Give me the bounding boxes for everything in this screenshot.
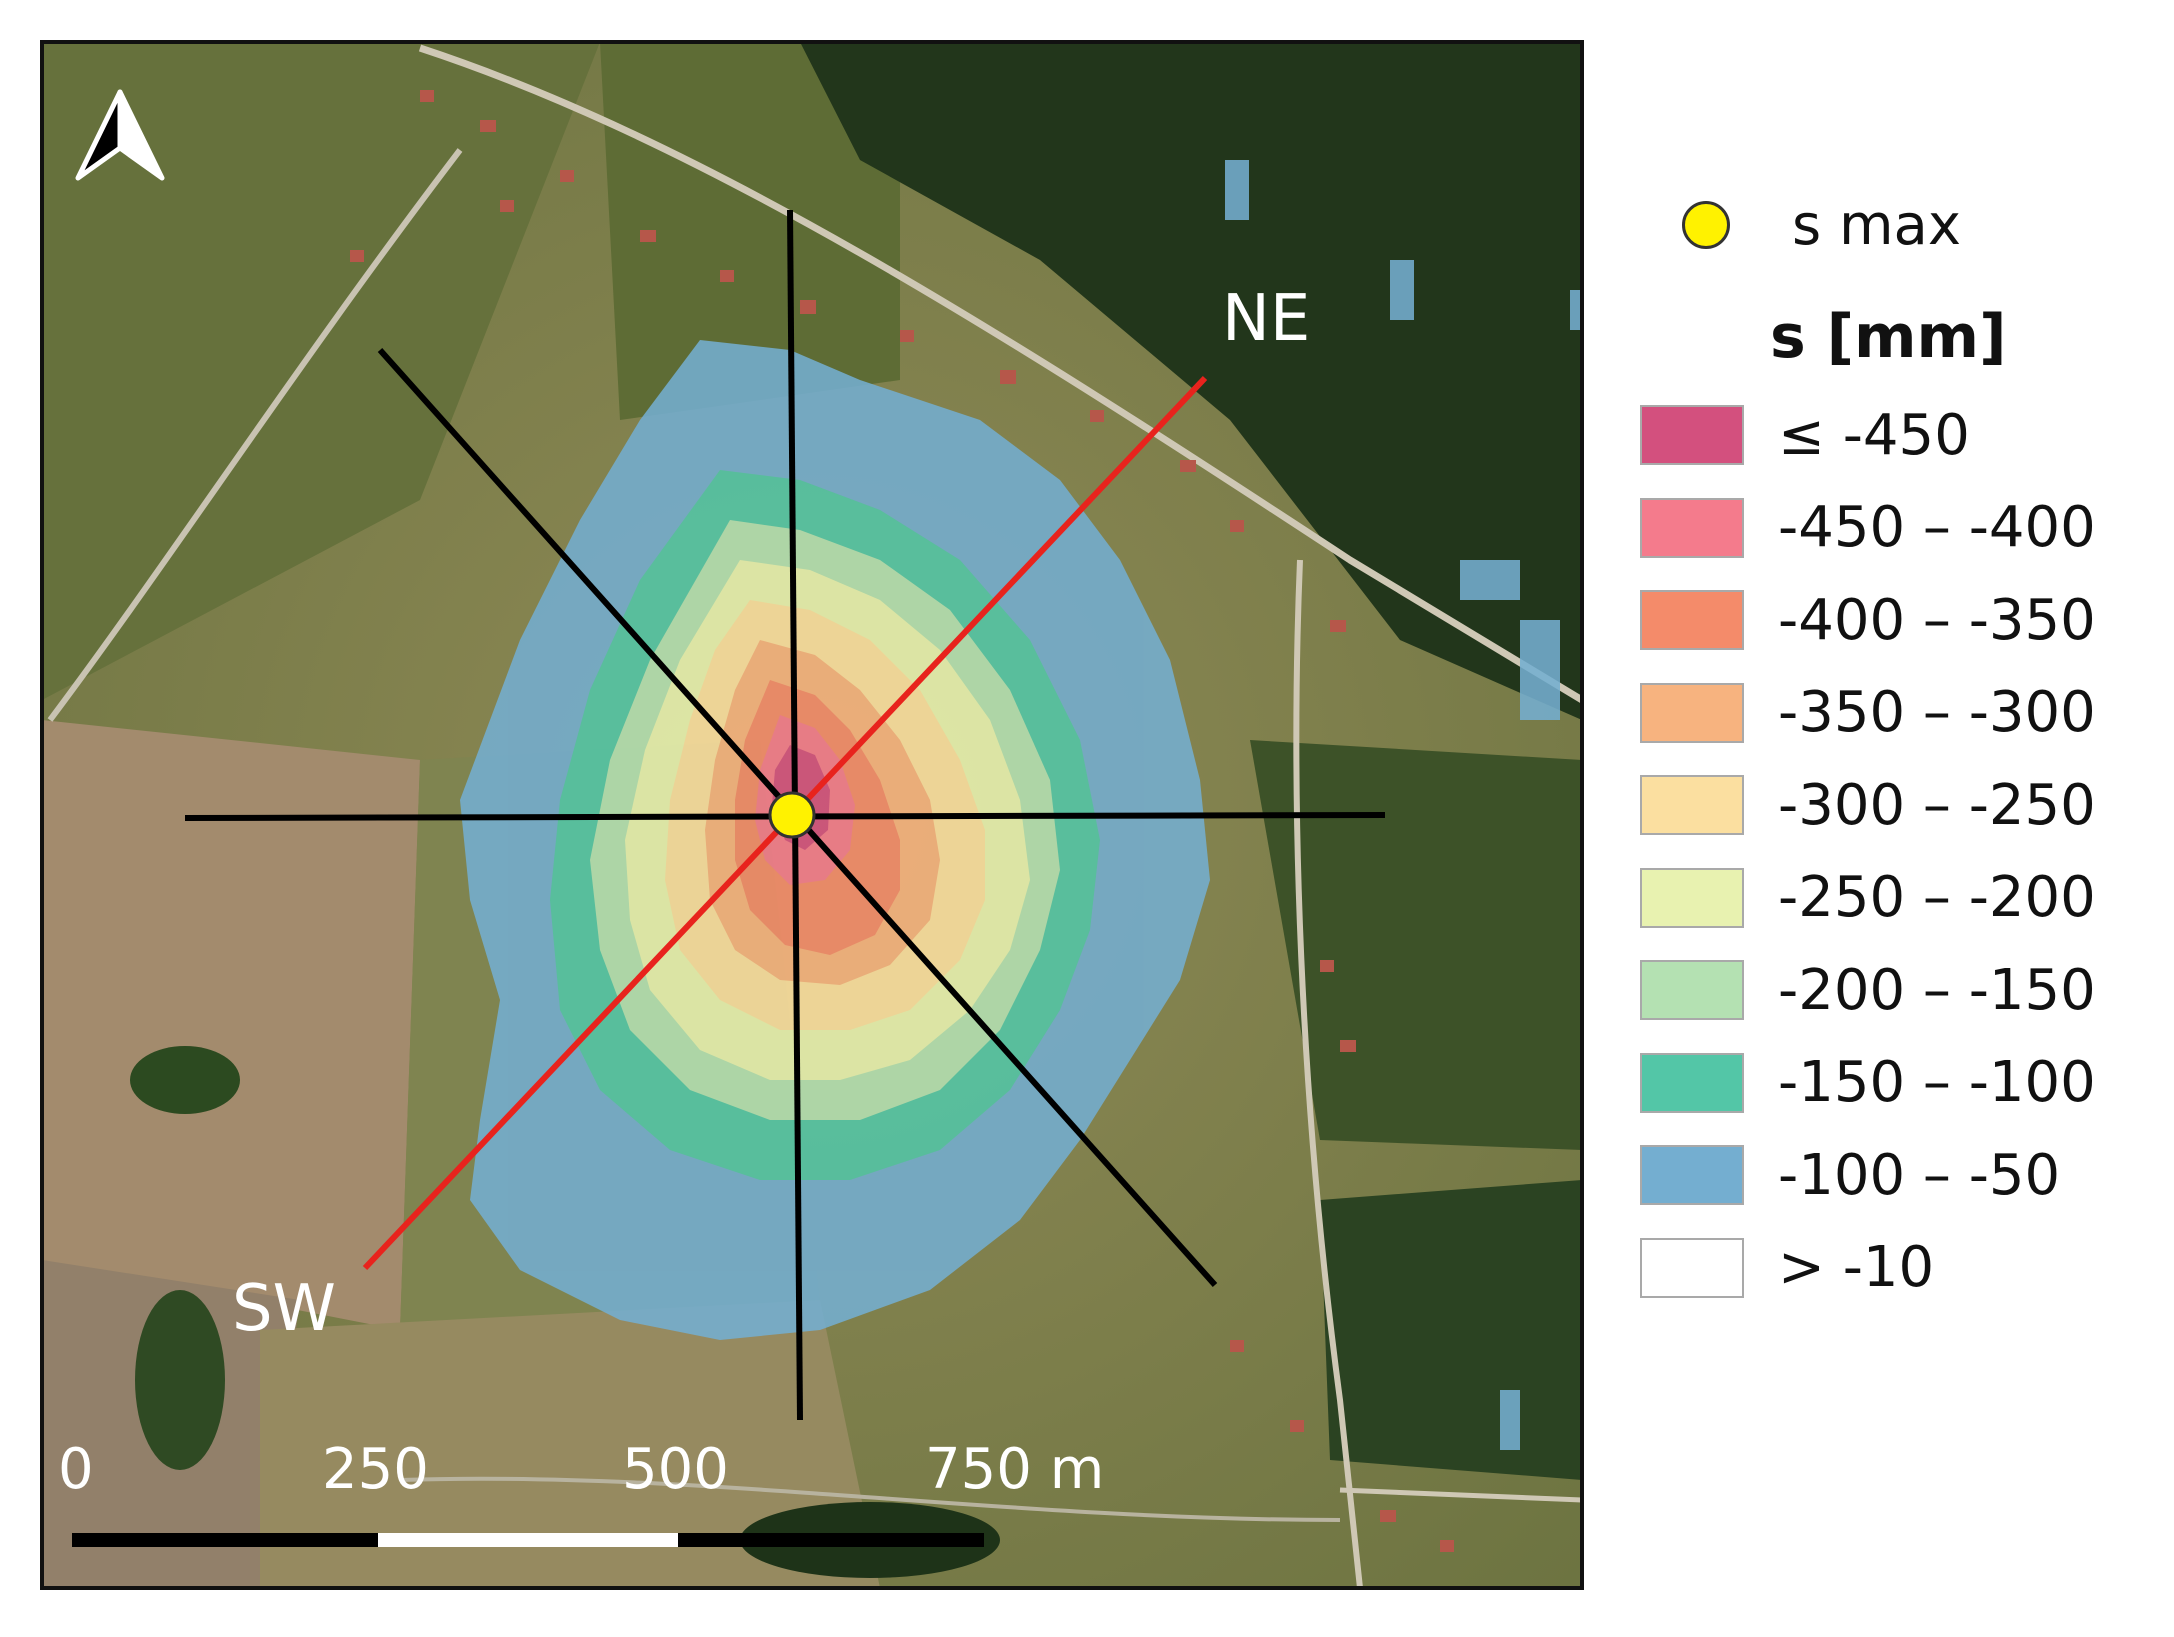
road: [418, 44, 1582, 703]
legend-swatch: [1640, 1237, 1744, 1298]
legend-swatch: [1640, 405, 1744, 465]
scale-tick-750: 750 m: [925, 1437, 1104, 1502]
legend-item: > -10: [1640, 1233, 1934, 1303]
legend-item: -150 – -100: [1640, 1048, 2096, 1118]
scale-tick-250: 250: [322, 1437, 429, 1502]
forest-area: [800, 42, 1582, 720]
legend-label: -450 – -400: [1778, 495, 2096, 560]
legend-item: -400 – -350: [1640, 585, 2096, 655]
legend-label: -250 – -200: [1778, 865, 2096, 930]
field-parcel: [600, 42, 900, 420]
map-frame: [40, 40, 1584, 1590]
legend-label: -300 – -250: [1778, 772, 2096, 838]
subsidence-zones: [460, 160, 1582, 1450]
legend-title: s [mm]: [1770, 302, 2007, 372]
road: [1293, 559, 1363, 1588]
legend-swatch: [1640, 682, 1744, 743]
legend-item: -200 – -150: [1640, 955, 2096, 1025]
legend-item: -450 – -400: [1640, 493, 2096, 563]
tree-patch: [135, 1290, 225, 1470]
scale-bar: 0 250 500 750 m: [58, 1437, 1104, 1547]
legend-label: > -10: [1778, 1235, 1935, 1300]
legend-label: -100 – -50: [1778, 1142, 2061, 1208]
tree-patch: [130, 1046, 240, 1114]
road: [1339, 1487, 1582, 1503]
s-max-icon: [1682, 201, 1730, 249]
scale-bar-segment: [378, 1533, 678, 1547]
legend-swatch: [1640, 960, 1744, 1020]
legend-smax-row: s max: [1640, 190, 1961, 260]
legend-item: -100 – -50: [1640, 1140, 2060, 1210]
legend-label: -200 – -150: [1778, 957, 2096, 1023]
s-max-point: [768, 791, 816, 839]
legend-swatch: [1640, 867, 1744, 928]
legend-swatch: [1640, 497, 1744, 558]
houses: [350, 90, 1454, 1552]
field-parcel: [42, 720, 420, 1330]
legend-swatch: [1640, 1145, 1744, 1205]
legend-swatch: [1640, 775, 1744, 835]
legend-item: -300 – -250: [1640, 770, 2096, 840]
forest-area: [1250, 740, 1582, 1150]
forest-area: [1320, 1180, 1582, 1480]
scale-tick-500: 500: [622, 1437, 729, 1502]
legend-label: -350 – -300: [1778, 680, 2096, 745]
profile-label-sw: SW: [232, 1272, 336, 1346]
road: [399, 1476, 1341, 1522]
legend-smax-label: s max: [1792, 192, 1961, 258]
scale-tick-0: 0: [58, 1437, 94, 1502]
legend-item: -350 – -300: [1640, 678, 2096, 748]
legend-swatch: [1640, 590, 1744, 650]
scale-bar-segment: [72, 1533, 378, 1547]
subsidence-map: NE SW 0 250 500 750 m: [40, 40, 1584, 1590]
legend-label: ≤ -450: [1778, 402, 1970, 468]
legend-swatch: [1640, 1052, 1744, 1113]
field-parcel: [260, 1300, 880, 1588]
legend-item: -250 – -200: [1640, 863, 2096, 933]
north-arrow-icon: [75, 89, 165, 181]
scale-bar-segment: [678, 1533, 984, 1547]
road: [47, 148, 463, 722]
legend-label: -400 – -350: [1778, 587, 2096, 653]
legend-item: ≤ -450: [1640, 400, 1970, 470]
profile-label-ne: NE: [1222, 282, 1310, 356]
legend-label: -150 – -100: [1778, 1050, 2096, 1115]
